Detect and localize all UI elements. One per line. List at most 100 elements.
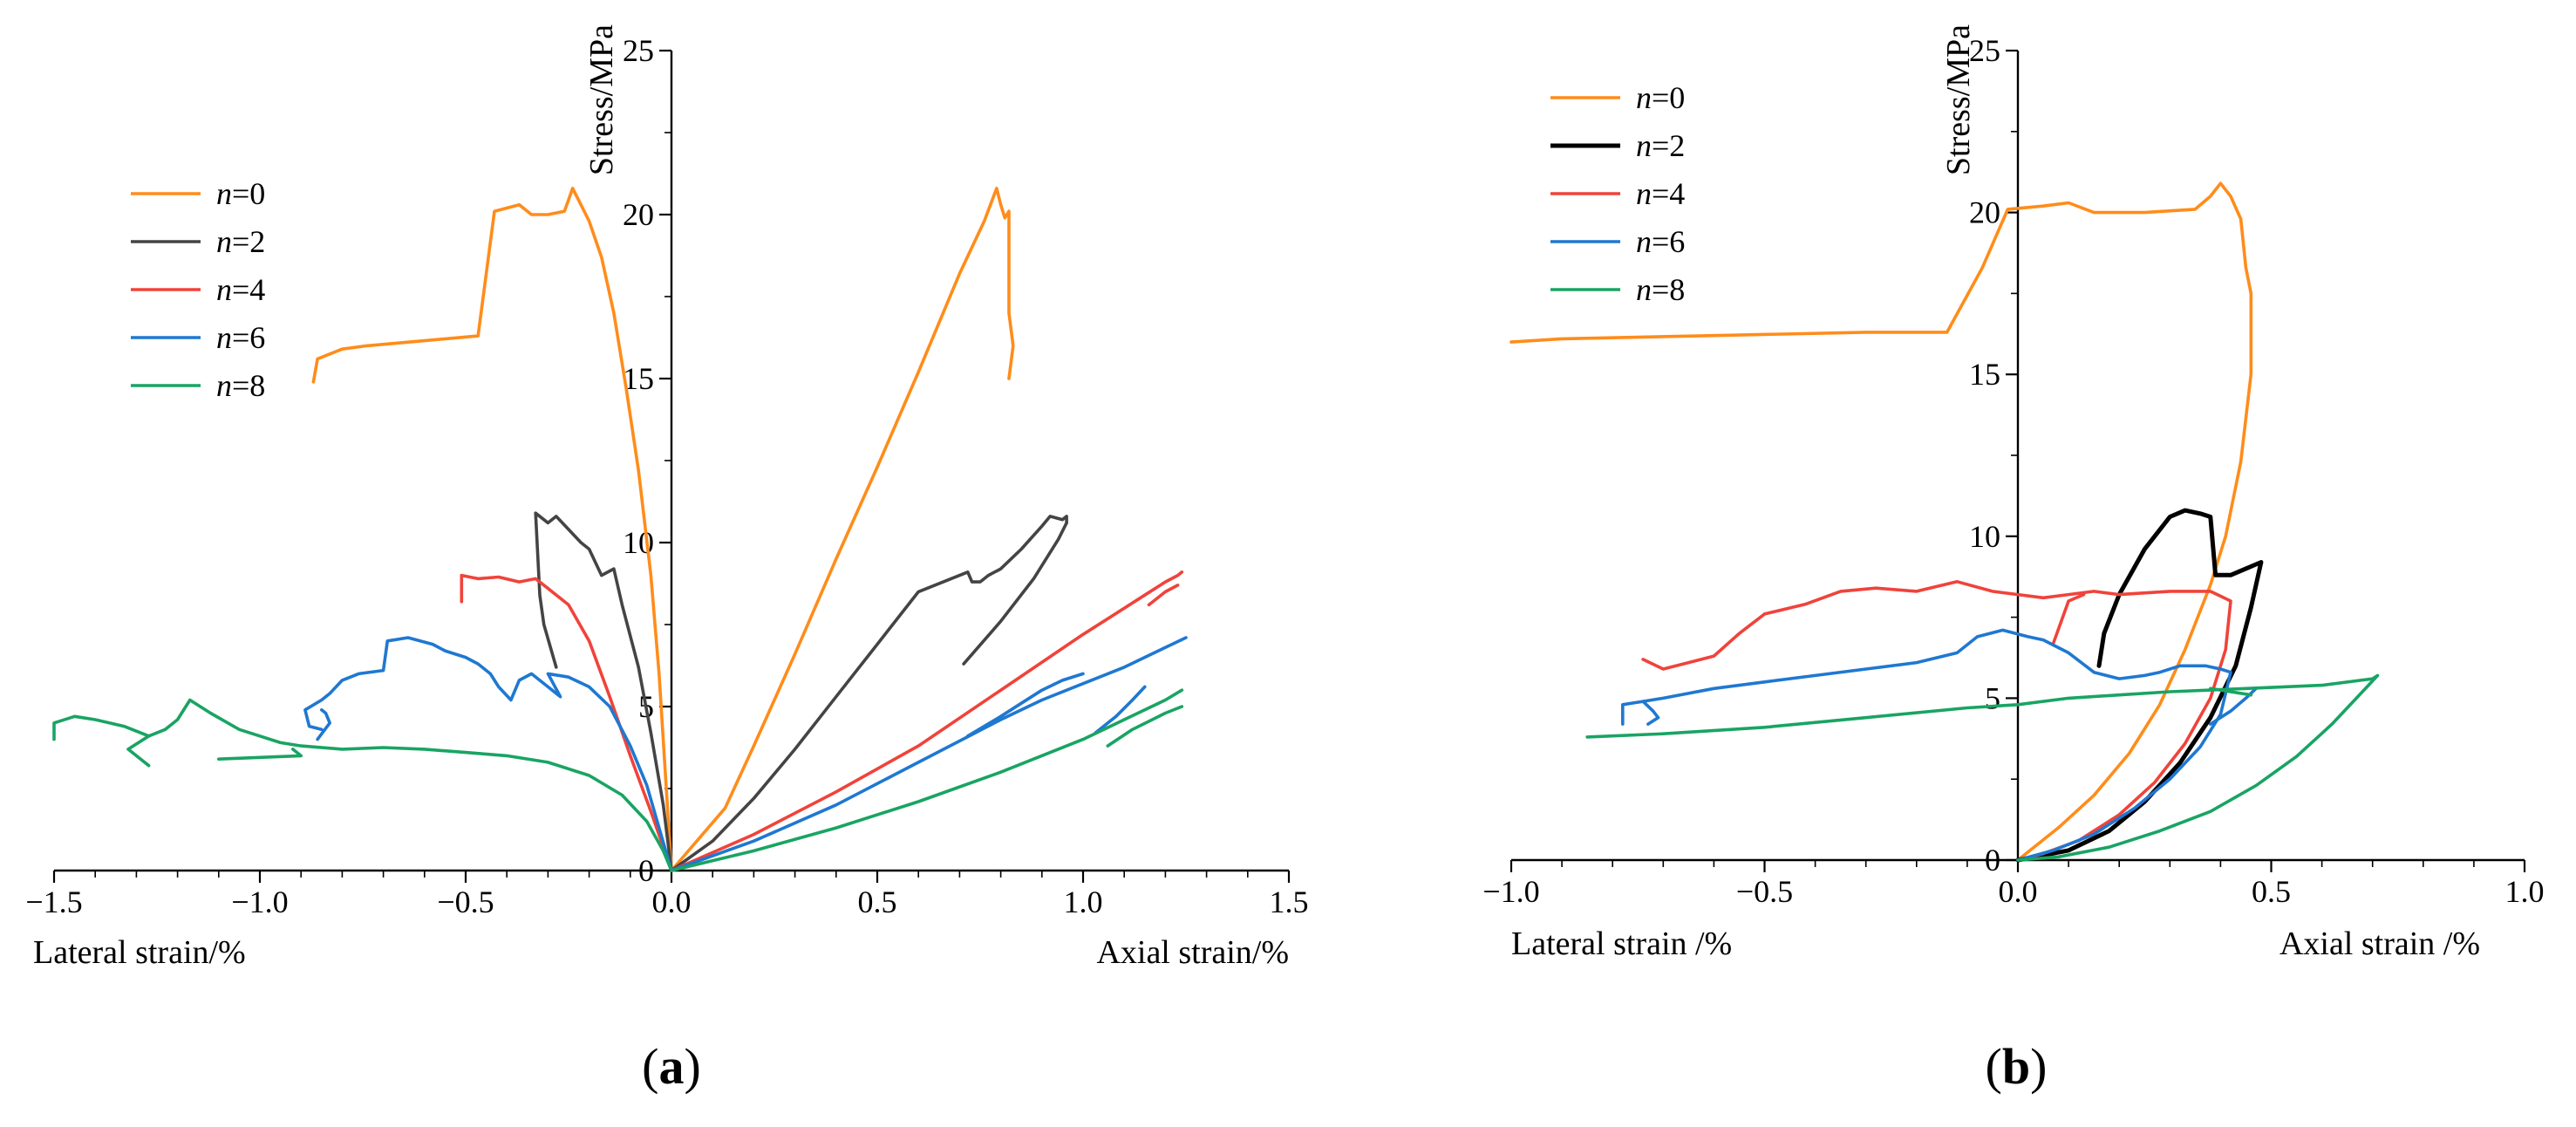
y-tick-label: 15 bbox=[1969, 357, 2000, 392]
x-tick-label: 0.0 bbox=[652, 885, 692, 919]
series-line bbox=[311, 187, 673, 872]
series-line bbox=[1641, 628, 2232, 862]
series-n2 bbox=[534, 511, 1068, 872]
series-n6 bbox=[1621, 628, 2258, 862]
x-tick-label: −1.0 bbox=[1482, 874, 1539, 909]
x-axis-title-lateral: Lateral strain /% bbox=[1511, 926, 1732, 962]
y-tick-label: 25 bbox=[623, 33, 654, 68]
legend-label-value: =2 bbox=[232, 224, 265, 259]
series-line bbox=[1094, 685, 1147, 734]
y-axis-title: Stress/MPa bbox=[1940, 24, 1977, 175]
legend-label-var: n bbox=[1636, 176, 1652, 211]
legend-label-value: =2 bbox=[1652, 128, 1685, 163]
y-tick-label: 20 bbox=[623, 197, 654, 232]
y-axis-title: Stress/MPa bbox=[583, 24, 620, 175]
legend-label-var: n bbox=[1636, 80, 1652, 115]
series-n0 bbox=[1509, 181, 2253, 862]
panel-label-close: ) bbox=[685, 1038, 701, 1095]
series-n4 bbox=[1641, 580, 2232, 862]
legend-label-var: n bbox=[216, 320, 232, 355]
legend-label: n=0 bbox=[216, 176, 265, 211]
panel-a-chart: −1.5 −1.0 −0.5 0.0 0.5 1.0 1.50510152025Stress… bbox=[25, 24, 1308, 1095]
y-tick-label: 20 bbox=[1969, 195, 2000, 230]
series-n6 bbox=[303, 636, 1188, 872]
panel-label-open: ( bbox=[642, 1038, 658, 1095]
panel-label: (b) bbox=[1986, 1038, 2048, 1095]
legend-label-value: =8 bbox=[232, 368, 265, 403]
legend-label-var: n bbox=[216, 272, 232, 307]
series-line bbox=[1585, 673, 2380, 862]
panel-label-close: ) bbox=[2030, 1038, 2047, 1095]
legend-label-var: n bbox=[216, 176, 232, 211]
series-line bbox=[534, 511, 673, 872]
series-line bbox=[2209, 686, 2258, 726]
legend-label-var: n bbox=[1636, 128, 1652, 163]
series-line bbox=[670, 688, 1184, 872]
legend-label: n=4 bbox=[1636, 176, 1685, 211]
series-line bbox=[2209, 686, 2253, 697]
series-line bbox=[316, 708, 331, 741]
series-line bbox=[2015, 508, 2264, 863]
x-axis-title-lateral: Lateral strain/% bbox=[33, 934, 246, 971]
x-axis-title-axial: Axial strain /% bbox=[2280, 926, 2480, 962]
series-line bbox=[670, 187, 1015, 872]
x-tick-label: 1.0 bbox=[2505, 874, 2545, 909]
series-line bbox=[126, 734, 151, 768]
panel-label-letter: b bbox=[2002, 1038, 2030, 1095]
x-axis-title-axial: Axial strain/% bbox=[1096, 934, 1289, 971]
legend-label-var: n bbox=[1636, 272, 1652, 307]
panel-label-open: ( bbox=[1986, 1038, 2002, 1095]
x-tick-label: 1.5 bbox=[1270, 885, 1309, 919]
legend-label: n=6 bbox=[1636, 224, 1685, 259]
x-tick-label: −1.5 bbox=[25, 885, 82, 919]
legend-label: n=0 bbox=[1636, 80, 1685, 115]
x-tick-label: −0.5 bbox=[1736, 874, 1793, 909]
x-tick-label: −1.0 bbox=[231, 885, 288, 919]
series-line bbox=[2051, 592, 2086, 645]
legend-label: n=8 bbox=[1636, 272, 1685, 307]
series-n2 bbox=[2015, 508, 2264, 863]
panel-label: (a) bbox=[642, 1038, 701, 1095]
legend-label-var: n bbox=[216, 224, 232, 259]
series-n4 bbox=[460, 570, 1184, 872]
legend-label-value: =0 bbox=[232, 176, 265, 211]
x-tick-label: 1.0 bbox=[1064, 885, 1103, 919]
x-tick-label: 0.5 bbox=[858, 885, 897, 919]
legend-label-value: =8 bbox=[1652, 272, 1685, 307]
series-line bbox=[670, 515, 1068, 872]
series-line bbox=[217, 748, 303, 761]
series-line bbox=[1147, 584, 1180, 607]
legend-label-var: n bbox=[216, 368, 232, 403]
legend-label: n=2 bbox=[216, 224, 265, 259]
series-line bbox=[966, 672, 1085, 738]
panel-label-letter: a bbox=[659, 1038, 685, 1095]
legend-label: n=6 bbox=[216, 320, 265, 355]
series-line bbox=[52, 698, 673, 872]
series-line bbox=[670, 570, 1184, 872]
y-tick-label: 10 bbox=[1969, 519, 2000, 554]
legend-label-value: =6 bbox=[1652, 224, 1685, 259]
series-n0 bbox=[311, 187, 1015, 872]
x-tick-label: 0.0 bbox=[1999, 874, 2038, 909]
y-tick-label: 0 bbox=[638, 853, 654, 888]
y-tick-label: 5 bbox=[1985, 680, 2000, 715]
y-tick-label: 25 bbox=[1969, 33, 2000, 68]
legend-label: n=4 bbox=[216, 272, 265, 307]
legend-label: n=2 bbox=[1636, 128, 1685, 163]
x-tick-label: −0.5 bbox=[437, 885, 494, 919]
legend-label-value: =6 bbox=[232, 320, 265, 355]
series-line bbox=[962, 521, 1068, 666]
series-line bbox=[303, 636, 673, 872]
series-line bbox=[1641, 580, 2232, 862]
series-line bbox=[1509, 181, 2253, 862]
series-line bbox=[670, 636, 1188, 872]
series-line bbox=[1621, 700, 1660, 726]
series-line bbox=[1106, 705, 1184, 748]
legend-label-value: =4 bbox=[232, 272, 265, 307]
legend-label-value: =0 bbox=[1652, 80, 1685, 115]
series-n8 bbox=[1585, 673, 2380, 862]
legend-label: n=8 bbox=[216, 368, 265, 403]
series-n8 bbox=[52, 688, 1184, 872]
